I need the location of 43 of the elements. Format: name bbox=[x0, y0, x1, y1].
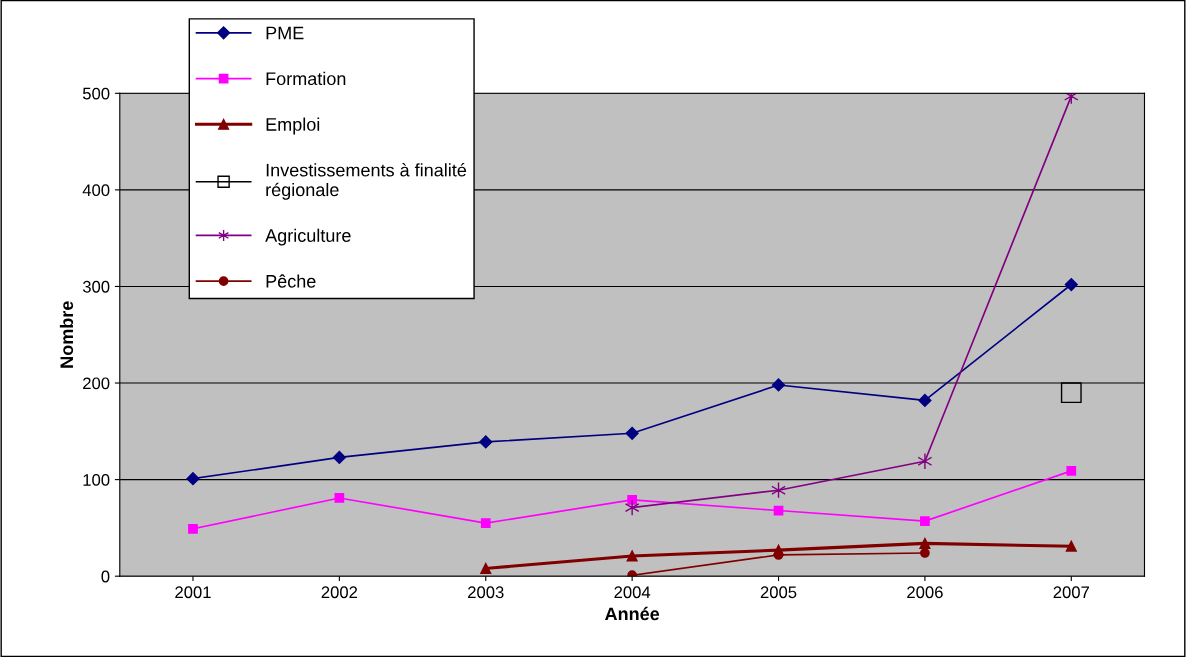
legend-label: Emploi bbox=[266, 117, 320, 135]
x-tick-label: 2004 bbox=[614, 586, 651, 599]
x-tick-label: 2001 bbox=[175, 586, 211, 599]
point bbox=[332, 450, 346, 464]
point bbox=[480, 518, 491, 528]
point bbox=[625, 426, 639, 440]
y-tick-label: 300 bbox=[82, 280, 110, 293]
point bbox=[920, 516, 930, 527]
x-tick-label: 2003 bbox=[468, 586, 504, 599]
point bbox=[1066, 466, 1077, 476]
point bbox=[917, 452, 933, 470]
y-tick-label: 200 bbox=[83, 377, 110, 390]
y-tick-label: 100 bbox=[83, 474, 110, 486]
point bbox=[627, 570, 637, 577]
point bbox=[188, 524, 198, 534]
point bbox=[918, 393, 932, 408]
legend-label: Pêche bbox=[266, 274, 316, 288]
x-axis-title: Année bbox=[605, 606, 660, 621]
x-tick-label: 2007 bbox=[1053, 586, 1089, 599]
legend-label: Formation bbox=[266, 71, 346, 86]
point bbox=[626, 550, 638, 562]
point bbox=[919, 537, 931, 549]
point bbox=[1064, 277, 1078, 292]
legend-label: PME bbox=[266, 26, 304, 40]
point bbox=[480, 562, 492, 575]
point bbox=[334, 493, 345, 503]
point bbox=[627, 495, 637, 505]
y-axis-title: Nombre bbox=[59, 301, 74, 368]
point bbox=[920, 548, 930, 558]
point bbox=[1060, 382, 1082, 404]
point bbox=[479, 435, 493, 449]
x-tick-label: 2006 bbox=[907, 586, 943, 599]
point bbox=[1065, 540, 1077, 552]
point bbox=[771, 378, 786, 392]
legend-label: Investissements à finalité régionale bbox=[266, 163, 467, 200]
x-tick-label: 2002 bbox=[321, 586, 358, 599]
x-tick-label: 2005 bbox=[760, 586, 797, 599]
point bbox=[186, 472, 200, 486]
y-tick-label: 0 bbox=[101, 570, 110, 583]
y-tick-label: 400 bbox=[82, 184, 110, 197]
point bbox=[624, 499, 640, 516]
legend-label: Agriculture bbox=[265, 228, 351, 246]
y-tick-label: 500 bbox=[82, 87, 110, 100]
